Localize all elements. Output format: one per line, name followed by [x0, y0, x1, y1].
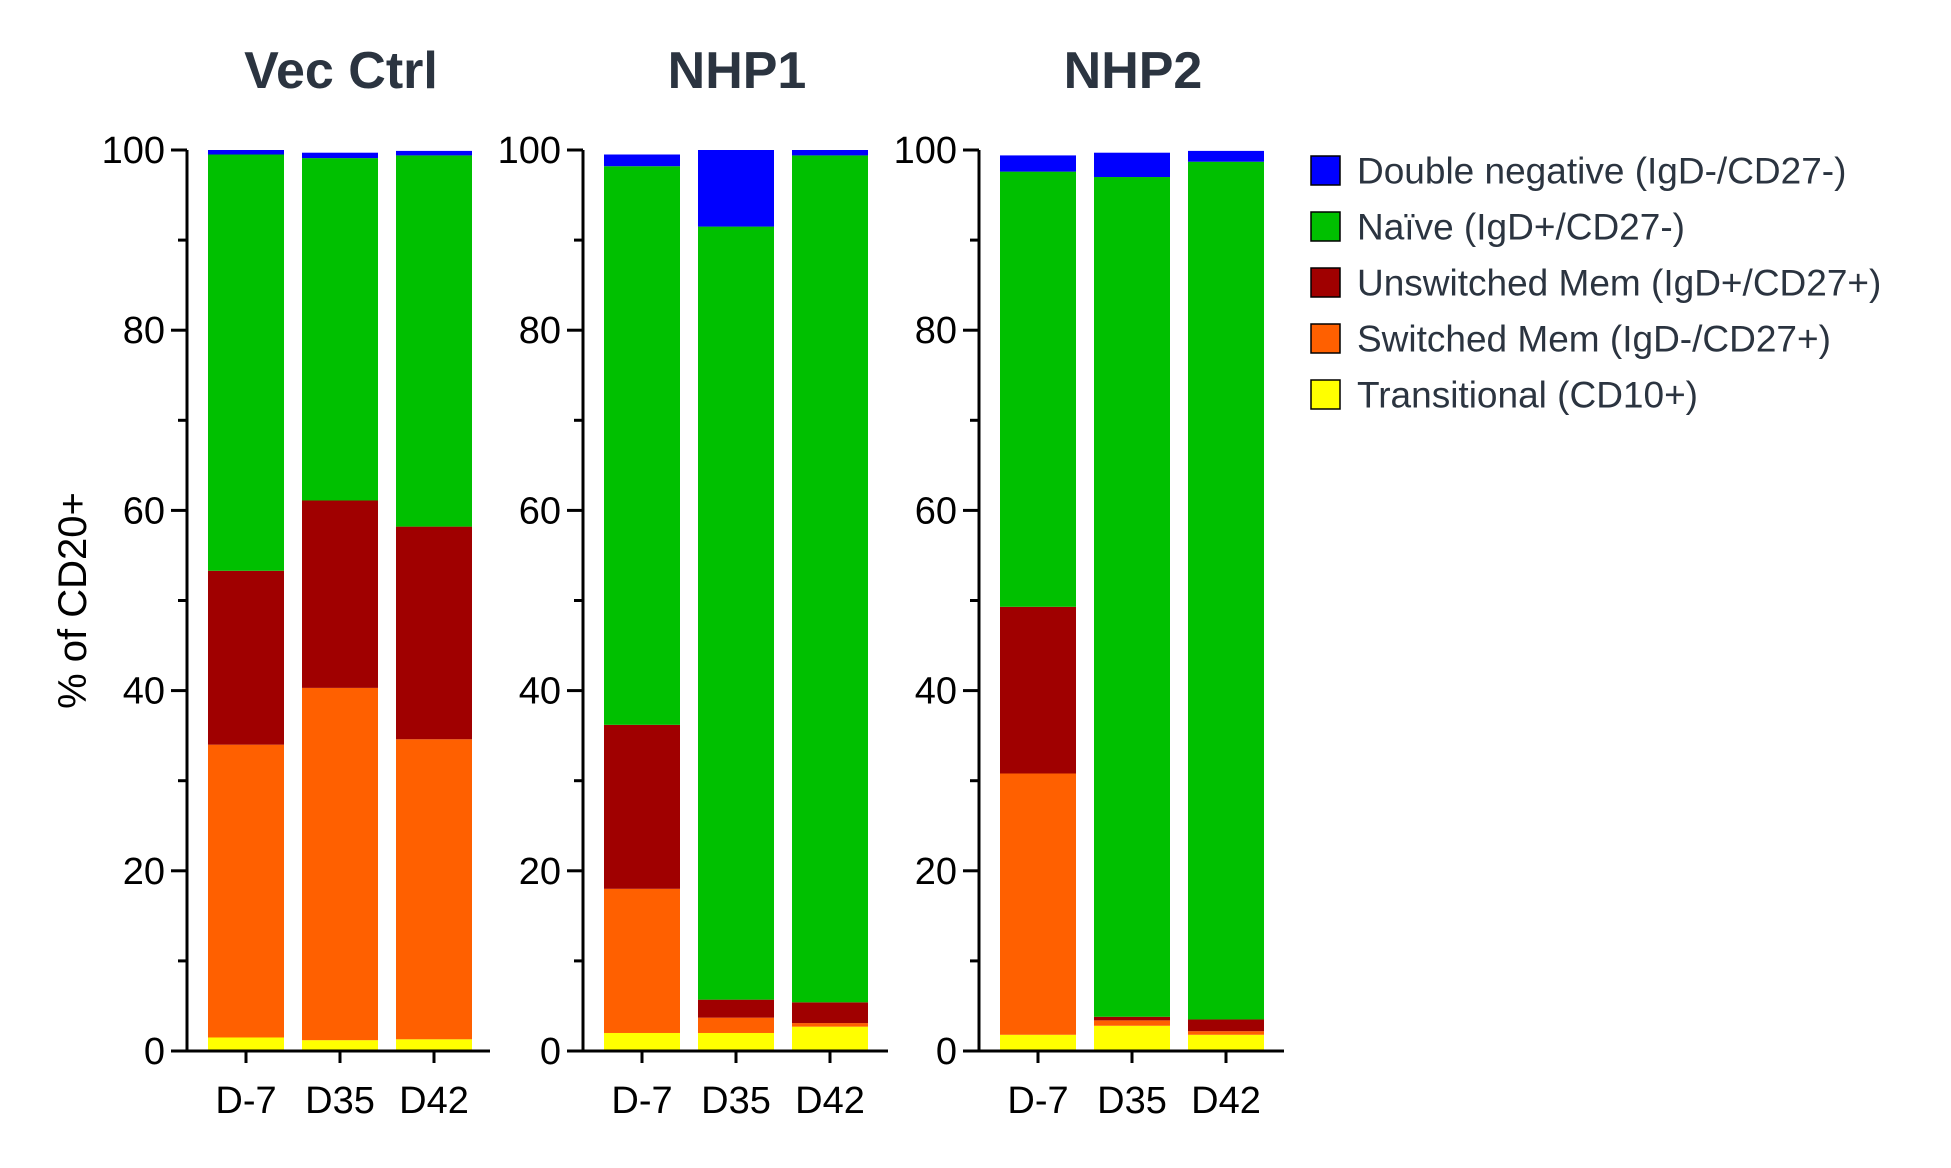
bar-segment-transitional	[792, 1026, 868, 1051]
bar-segment-transitional	[208, 1037, 284, 1051]
bar-segment-naive	[1094, 177, 1170, 1017]
bar-segment-double_negative	[1000, 155, 1076, 172]
y-tick-label: 40	[519, 671, 561, 713]
bar-segment-transitional	[1094, 1025, 1170, 1051]
bar-segment-naive	[792, 155, 868, 1003]
y-tick-label: 20	[519, 851, 561, 893]
bar-segment-transitional	[698, 1032, 774, 1051]
bar-segment-double_negative	[302, 152, 378, 159]
bar-segment-double_negative	[396, 150, 472, 156]
bar-segment-unswitched	[396, 526, 472, 740]
y-tick-label: 0	[936, 1031, 957, 1073]
legend-label: Transitional (CD10+)	[1357, 375, 1698, 416]
bar-segment-double_negative	[1094, 152, 1170, 178]
bar-segment-naive	[1000, 171, 1076, 607]
x-tick-label: D35	[305, 1080, 375, 1122]
x-tick-label: D35	[1097, 1080, 1167, 1122]
bar-segment-transitional	[396, 1039, 472, 1051]
bar-segment-switched	[792, 1023, 868, 1027]
x-tick-label: D42	[399, 1080, 469, 1122]
bar-segment-naive	[698, 226, 774, 1000]
legend-label: Naïve (IgD+/CD27-)	[1357, 207, 1685, 248]
bar-segment-switched	[604, 888, 680, 1033]
y-tick-label: 60	[519, 490, 561, 532]
bar-segment-double_negative	[792, 150, 868, 156]
bar-segment-unswitched	[1188, 1019, 1264, 1032]
legend-swatch-naive	[1310, 211, 1341, 242]
y-tick-label: 40	[123, 671, 165, 713]
bar-segment-unswitched	[698, 999, 774, 1018]
bar-segment-naive	[208, 154, 284, 571]
y-tick-label: 40	[915, 671, 957, 713]
x-tick-label: D42	[1191, 1080, 1261, 1122]
bar-segment-transitional	[1000, 1034, 1076, 1051]
bar-segment-switched	[302, 687, 378, 1041]
bar-segment-naive	[604, 166, 680, 725]
legend-label: Switched Mem (IgD-/CD27+)	[1357, 319, 1831, 360]
bar-segment-unswitched	[302, 500, 378, 688]
legend-swatch-double_negative	[1310, 155, 1341, 186]
bar-segment-naive	[302, 158, 378, 501]
bar-segment-unswitched	[1094, 1016, 1170, 1021]
bar-segment-transitional	[1188, 1034, 1264, 1051]
bar-segment-switched	[208, 744, 284, 1038]
bar-segment-transitional	[604, 1032, 680, 1051]
bar-segment-switched	[1094, 1020, 1170, 1026]
bar-segment-unswitched	[208, 570, 284, 745]
y-tick-label: 100	[102, 130, 165, 172]
bar-segment-naive	[1188, 161, 1264, 1020]
y-tick-label: 0	[144, 1031, 165, 1073]
bar-segment-unswitched	[792, 1002, 868, 1024]
y-tick-label: 80	[123, 310, 165, 352]
legend-label: Unswitched Mem (IgD+/CD27+)	[1357, 263, 1881, 304]
x-tick-label: D35	[701, 1080, 771, 1122]
y-tick-label: 80	[519, 310, 561, 352]
x-tick-label: D42	[795, 1080, 865, 1122]
panel-title: NHP2	[1064, 42, 1203, 100]
x-tick-label: D-7	[215, 1080, 276, 1122]
panel-title: NHP1	[668, 42, 807, 100]
y-tick-label: 0	[540, 1031, 561, 1073]
x-tick-label: D-7	[1007, 1080, 1068, 1122]
legend-swatch-transitional	[1310, 379, 1341, 410]
bar-segment-unswitched	[604, 724, 680, 889]
x-tick-label: D-7	[611, 1080, 672, 1122]
bar-segment-switched	[396, 739, 472, 1040]
bar-segment-naive	[396, 155, 472, 527]
bar-segment-double_negative	[208, 150, 284, 155]
bar-segment-double_negative	[604, 154, 680, 167]
y-axis-label: % of CD20+	[51, 492, 95, 709]
y-tick-label: 60	[915, 490, 957, 532]
legend-swatch-unswitched	[1310, 267, 1341, 298]
y-tick-label: 20	[123, 851, 165, 893]
legend-label: Double negative (IgD-/CD27-)	[1357, 151, 1846, 192]
y-tick-label: 20	[915, 851, 957, 893]
bar-segment-switched	[698, 1017, 774, 1033]
bar-segment-transitional	[302, 1040, 378, 1051]
y-tick-label: 80	[915, 310, 957, 352]
panel-title: Vec Ctrl	[244, 42, 438, 100]
bar-segment-unswitched	[1000, 606, 1076, 774]
y-tick-label: 100	[894, 130, 957, 172]
bar-segment-switched	[1188, 1031, 1264, 1035]
y-tick-label: 100	[498, 130, 561, 172]
bar-segment-switched	[1000, 773, 1076, 1035]
legend-swatch-switched	[1310, 323, 1341, 354]
bar-segment-double_negative	[698, 150, 774, 227]
bar-segment-double_negative	[1188, 150, 1264, 162]
y-tick-label: 60	[123, 490, 165, 532]
